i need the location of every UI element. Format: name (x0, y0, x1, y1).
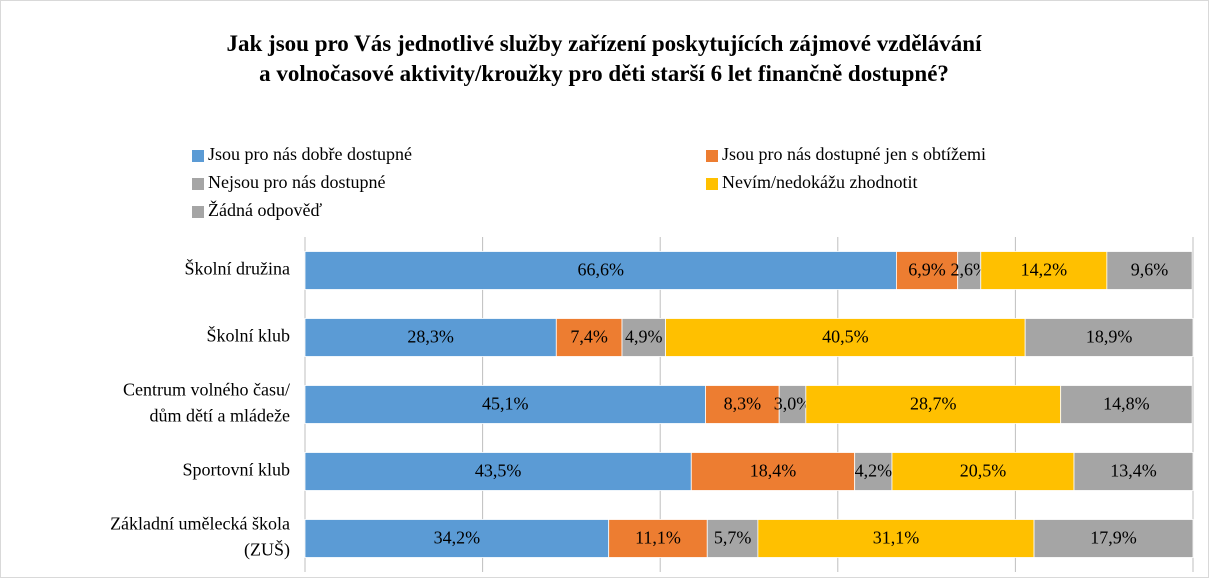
data-label: 9,6% (1131, 260, 1169, 280)
data-label: 43,5% (475, 461, 522, 481)
y-tick-label: Školní klub (206, 325, 290, 346)
bar-segment (980, 251, 1108, 290)
bar-segment (805, 385, 1062, 424)
bar-segment (706, 519, 759, 558)
bar-segment (304, 452, 692, 491)
data-label: 14,8% (1103, 394, 1150, 414)
legend-swatch (706, 150, 718, 162)
bar-segment (757, 519, 1035, 558)
data-label: 6,9% (908, 260, 946, 280)
legend-swatch (706, 178, 718, 190)
data-label: 17,9% (1090, 528, 1137, 548)
bar-segment (304, 318, 557, 357)
bar-segment (1106, 251, 1193, 290)
bar-segment (778, 385, 807, 424)
bar-segment (854, 452, 893, 491)
bar-segment (555, 318, 623, 357)
bar-segment (1024, 318, 1194, 357)
data-label: 31,1% (873, 528, 920, 548)
data-label: 3,0% (774, 394, 812, 414)
bar-segment (1073, 452, 1194, 491)
bar-segment (690, 452, 856, 491)
bar-segment (304, 385, 706, 424)
y-tick-label: Centrum volného času/dům dětí a mládeže (123, 380, 290, 426)
legend-label: Nejsou pro nás dostupné (208, 172, 385, 192)
data-label: 28,3% (407, 327, 454, 347)
chart-title: Jak jsou pro Vás jednotlivé služby zaříz… (227, 31, 983, 86)
data-label: 2,6% (950, 260, 988, 280)
legend-label: Nevím/nedokážu zhodnotit (722, 172, 917, 192)
data-label: 4,2% (855, 461, 893, 481)
data-label: 28,7% (910, 394, 957, 414)
legend-label: Jsou pro nás dostupné jen s obtížemi (722, 144, 986, 164)
y-tick-label: Sportovní klub (182, 460, 290, 480)
bar-segment (1060, 385, 1193, 424)
bar-segment (896, 251, 959, 290)
legend-swatch (192, 178, 204, 190)
data-label: 45,1% (482, 394, 529, 414)
legend-label: Jsou pro nás dobře dostupné (208, 144, 412, 164)
legend-label: Žádná odpověď (208, 199, 322, 220)
legend-swatch (192, 150, 204, 162)
data-label: 14,2% (1021, 260, 1068, 280)
data-label: 8,3% (724, 394, 762, 414)
data-label: 5,7% (714, 528, 752, 548)
bar-segment (665, 318, 1026, 357)
y-tick-label: Základní umělecká škola (ZUŠ) (110, 514, 290, 561)
bar-segment (705, 385, 780, 424)
data-label: 13,4% (1110, 461, 1157, 481)
bar-segment (1033, 519, 1194, 558)
data-label: 40,5% (822, 327, 869, 347)
data-label: 34,2% (434, 528, 481, 548)
bar-segment (304, 251, 897, 290)
data-label: 20,5% (960, 461, 1007, 481)
y-tick-label: Školní družina (185, 258, 291, 279)
data-label: 66,6% (577, 260, 624, 280)
data-label: 7,4% (570, 327, 608, 347)
data-label: 18,4% (750, 461, 797, 481)
bar-segment (304, 519, 610, 558)
data-label: 11,1% (635, 528, 681, 548)
data-label: 18,9% (1086, 327, 1133, 347)
legend-swatch (192, 206, 204, 218)
data-label: 4,9% (625, 327, 663, 347)
